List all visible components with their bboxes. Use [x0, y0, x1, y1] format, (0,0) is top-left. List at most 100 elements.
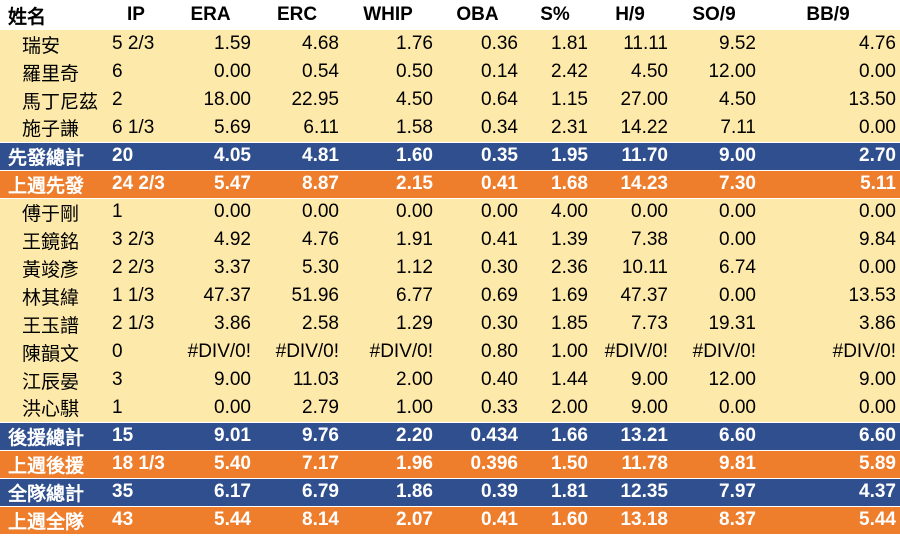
header-name: 姓名: [0, 0, 106, 30]
cell-era: 6.17: [170, 477, 255, 507]
cell-oba: 0.41: [437, 226, 522, 254]
cell-whip: 1.12: [343, 254, 437, 282]
cell-ip: 6: [106, 58, 170, 86]
cell-s-pct: 1.66: [522, 421, 592, 451]
cell-h9: 9.00: [592, 366, 672, 394]
cell-s-pct: 1.44: [522, 366, 592, 394]
cell-so9: 6.74: [672, 254, 760, 282]
cell-so9: 0.00: [672, 282, 760, 310]
cell-s-pct: 1.60: [522, 505, 592, 535]
cell-erc: 4.76: [255, 226, 343, 254]
table-row: 傅于剛 1 0.00 0.00 0.00 0.00 4.00 0.00 0.00 0.00: [0, 198, 900, 226]
cell-era: #DIV/0!: [170, 338, 255, 366]
table-body: 瑞安 5 2/3 1.59 4.68 1.76 0.36 1.81 11.11 9.52 4.76…: [0, 30, 900, 535]
cell-h9: 14.23: [592, 169, 672, 199]
header-era: ERA: [170, 0, 255, 30]
cell-era: 18.00: [170, 86, 255, 114]
cell-h9: 27.00: [592, 86, 672, 114]
cell-ip: 0: [106, 338, 170, 366]
cell-name: 傅于剛: [0, 198, 106, 226]
cell-bb9: 2.70: [760, 141, 900, 171]
cell-erc: 6.79: [255, 477, 343, 507]
cell-s-pct: 2.36: [522, 254, 592, 282]
cell-era: 4.05: [170, 141, 255, 171]
cell-so9: 0.00: [672, 226, 760, 254]
total-row: 後援總計 15 9.01 9.76 2.20 0.434 1.66 13.21 6.60 6.60: [0, 421, 900, 451]
cell-s-pct: 1.39: [522, 226, 592, 254]
cell-oba: 0.396: [437, 449, 522, 479]
cell-s-pct: 1.95: [522, 141, 592, 171]
cell-bb9: 0.00: [760, 254, 900, 282]
cell-era: 9.01: [170, 421, 255, 451]
cell-whip: 1.60: [343, 141, 437, 171]
table-row: 林其緯 1 1/3 47.37 51.96 6.77 0.69 1.69 47.37 0.00 1…: [0, 282, 900, 310]
cell-ip: 43: [106, 505, 170, 535]
cell-oba: 0.00: [437, 198, 522, 226]
cell-ip: 18 1/3: [106, 449, 170, 479]
cell-ip: 35: [106, 477, 170, 507]
cell-oba: 0.64: [437, 86, 522, 114]
cell-h9: 4.50: [592, 58, 672, 86]
cell-bb9: 0.00: [760, 198, 900, 226]
cell-whip: 1.76: [343, 30, 437, 58]
cell-ip: 24 2/3: [106, 169, 170, 199]
cell-era: 3.86: [170, 310, 255, 338]
cell-so9: #DIV/0!: [672, 338, 760, 366]
cell-ip: 1: [106, 198, 170, 226]
cell-s-pct: 1.69: [522, 282, 592, 310]
cell-oba: 0.39: [437, 477, 522, 507]
cell-bb9: 13.50: [760, 86, 900, 114]
cell-name: 上週先發: [0, 169, 106, 199]
cell-so9: 9.00: [672, 141, 760, 171]
table-row: 瑞安 5 2/3 1.59 4.68 1.76 0.36 1.81 11.11 9.52 4.76: [0, 30, 900, 58]
cell-name: 黃竣彥: [0, 254, 106, 282]
cell-h9: 14.22: [592, 114, 672, 142]
cell-whip: 1.29: [343, 310, 437, 338]
table-row: 羅里奇 6 0.00 0.54 0.50 0.14 2.42 4.50 12.00 0.00: [0, 58, 900, 86]
cell-oba: 0.41: [437, 505, 522, 535]
header-oba: OBA: [437, 0, 522, 30]
cell-erc: 4.81: [255, 141, 343, 171]
cell-oba: 0.41: [437, 169, 522, 199]
cell-so9: 7.11: [672, 114, 760, 142]
cell-s-pct: 2.00: [522, 394, 592, 422]
cell-erc: 0.00: [255, 198, 343, 226]
cell-name: 上週後援: [0, 449, 106, 479]
header-s-pct: S%: [522, 0, 592, 30]
cell-whip: 1.58: [343, 114, 437, 142]
cell-ip: 5 2/3: [106, 30, 170, 58]
cell-erc: 6.11: [255, 114, 343, 142]
cell-so9: 9.52: [672, 30, 760, 58]
cell-oba: 0.434: [437, 421, 522, 451]
cell-h9: 13.18: [592, 505, 672, 535]
cell-bb9: 6.60: [760, 421, 900, 451]
cell-whip: 1.00: [343, 394, 437, 422]
cell-s-pct: 1.00: [522, 338, 592, 366]
cell-erc: 5.30: [255, 254, 343, 282]
cell-bb9: 9.84: [760, 226, 900, 254]
cell-name: 先發總計: [0, 141, 106, 171]
cell-bb9: #DIV/0!: [760, 338, 900, 366]
cell-ip: 2: [106, 86, 170, 114]
cell-h9: 7.73: [592, 310, 672, 338]
cell-so9: 7.97: [672, 477, 760, 507]
cell-h9: 9.00: [592, 394, 672, 422]
cell-era: 5.47: [170, 169, 255, 199]
cell-h9: 11.78: [592, 449, 672, 479]
cell-whip: 0.00: [343, 198, 437, 226]
cell-oba: 0.35: [437, 141, 522, 171]
cell-name: 羅里奇: [0, 58, 106, 86]
cell-whip: 1.86: [343, 477, 437, 507]
cell-erc: 51.96: [255, 282, 343, 310]
header-ip: IP: [106, 0, 170, 30]
cell-name: 施子謙: [0, 114, 106, 142]
total-row: 先發總計 20 4.05 4.81 1.60 0.35 1.95 11.70 9.00 2.70: [0, 141, 900, 171]
cell-s-pct: 2.42: [522, 58, 592, 86]
cell-whip: 6.77: [343, 282, 437, 310]
cell-so9: 0.00: [672, 394, 760, 422]
cell-ip: 20: [106, 141, 170, 171]
cell-h9: 13.21: [592, 421, 672, 451]
cell-era: 9.00: [170, 366, 255, 394]
cell-oba: 0.30: [437, 310, 522, 338]
cell-bb9: 5.11: [760, 169, 900, 199]
